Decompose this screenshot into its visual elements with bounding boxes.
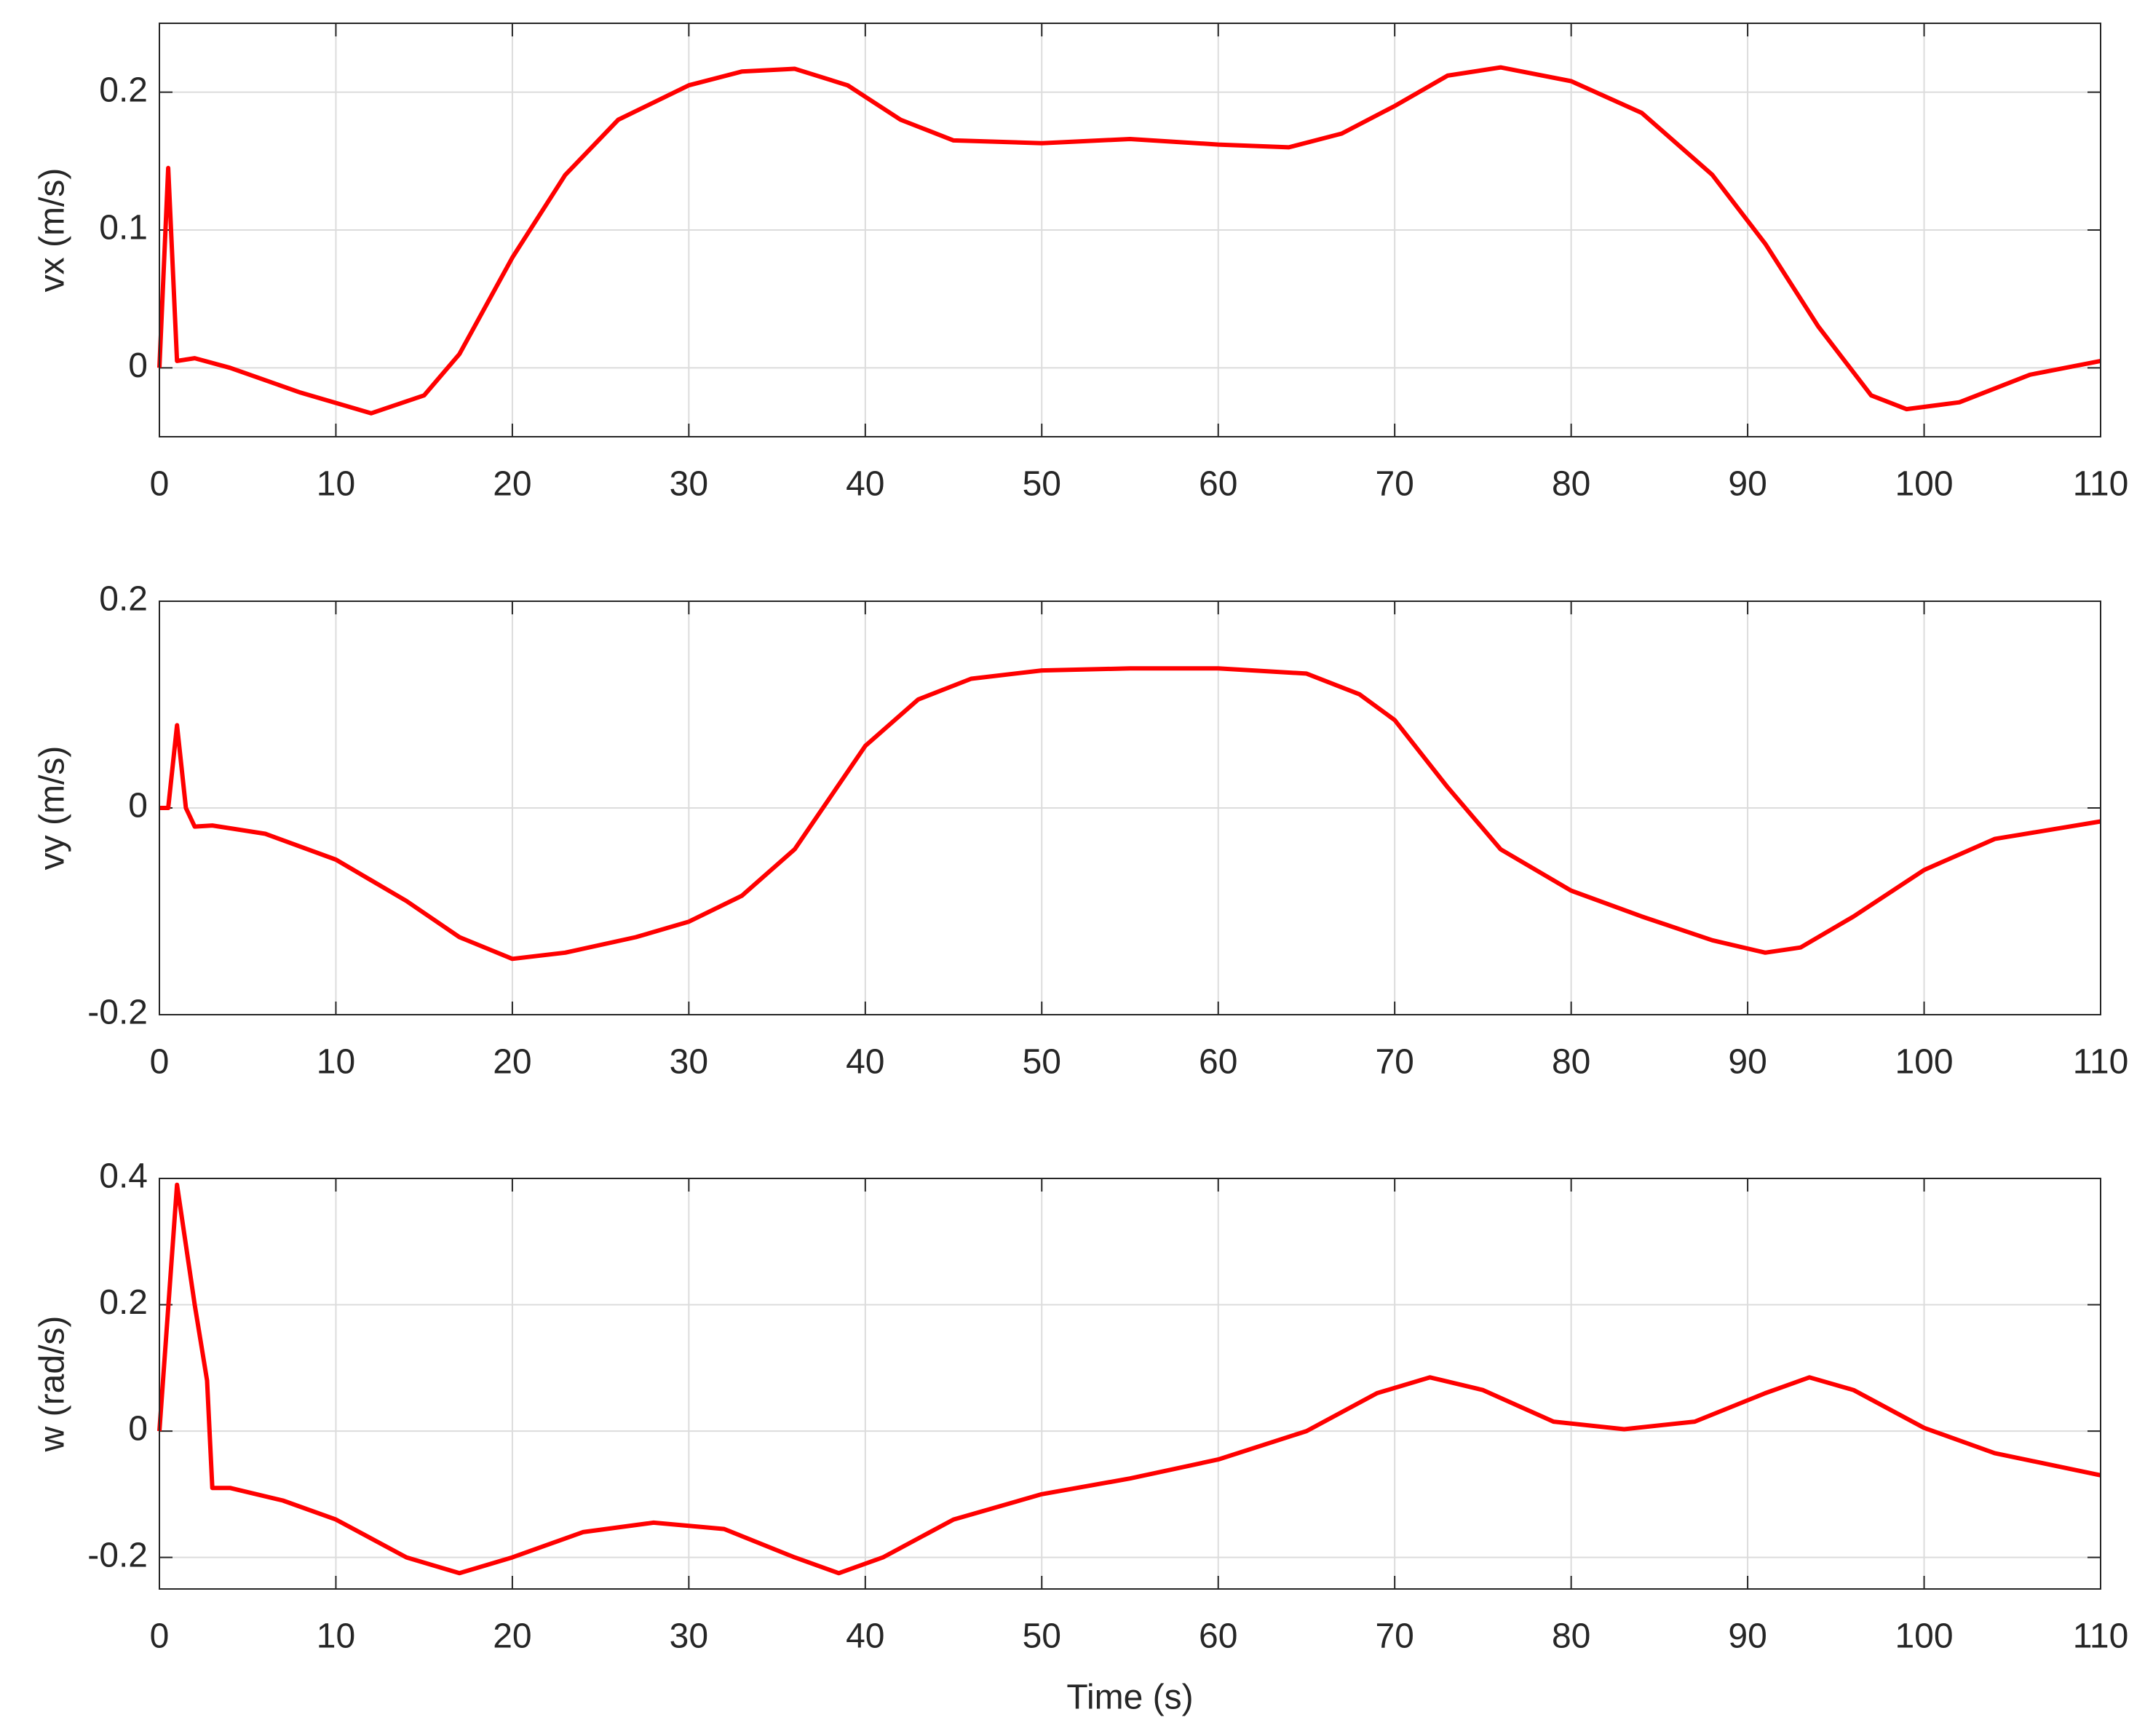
y-axis-label: vy (m/s): [33, 746, 72, 871]
x-tick-label: 110: [2073, 1617, 2129, 1656]
x-tick-label: 80: [1552, 1043, 1590, 1082]
y-tick-label: 0.2: [99, 580, 148, 619]
x-tick-label: 110: [2073, 1043, 2129, 1082]
y-tick-label: 0: [128, 346, 148, 385]
data-line: [157, 1182, 2101, 1576]
x-tick-label: 100: [1895, 465, 1953, 504]
x-tick-label: 60: [1199, 465, 1237, 504]
x-tick-label: 70: [1375, 465, 1413, 504]
y-axis-label: w (rad/s): [33, 1316, 72, 1453]
x-tick-label: 70: [1375, 1617, 1413, 1656]
x-tick-label: 10: [317, 1617, 355, 1656]
x-tick-label: 0: [150, 465, 170, 504]
y-tick-label: 0: [128, 1410, 148, 1448]
x-tick-label: 100: [1895, 1043, 1953, 1082]
y-tick-label: 0: [128, 787, 148, 825]
x-tick-label: 90: [1728, 1043, 1767, 1082]
x-tick-label: 110: [2073, 465, 2129, 504]
x-tick-label: 40: [846, 1617, 884, 1656]
x-tick-label: 10: [317, 465, 355, 504]
x-tick-label: 80: [1552, 465, 1590, 504]
data-line: [159, 666, 2101, 962]
y-tick-label: 0.1: [99, 209, 148, 247]
x-tick-label: 70: [1375, 1043, 1413, 1082]
x-tick-label: 100: [1895, 1617, 1953, 1656]
x-tick-label: 20: [493, 1617, 531, 1656]
y-tick-label: 0.2: [99, 1283, 148, 1322]
x-tick-label: 80: [1552, 1617, 1590, 1656]
y-tick-label: -0.2: [87, 994, 148, 1032]
x-tick-label: 40: [846, 465, 884, 504]
x-tick-label: 50: [1023, 1617, 1061, 1656]
x-tick-label: 30: [670, 1617, 708, 1656]
x-tick-label: 60: [1199, 1043, 1237, 1082]
x-tick-label: 40: [846, 1043, 884, 1082]
x-tick-label: 90: [1728, 1617, 1767, 1656]
axes-box: [159, 23, 2101, 437]
x-tick-label: 50: [1023, 465, 1061, 504]
y-tick-label: 0.4: [99, 1157, 148, 1196]
axes-box: [159, 1178, 2101, 1590]
x-tick-label: 60: [1199, 1617, 1237, 1656]
x-tick-label: 20: [493, 465, 531, 504]
y-tick-label: -0.2: [87, 1536, 148, 1574]
x-tick-label: 30: [670, 1043, 708, 1082]
x-tick-label: 0: [150, 1043, 170, 1082]
y-axis-label: vx (m/s): [33, 168, 72, 293]
y-tick-label: 0.2: [99, 71, 148, 109]
x-tick-label: 90: [1728, 465, 1767, 504]
axes-box: [159, 601, 2101, 1015]
x-axis-label: Time (s): [1066, 1678, 1193, 1717]
data-line: [157, 65, 2101, 416]
x-tick-label: 30: [670, 465, 708, 504]
x-tick-label: 0: [150, 1617, 170, 1656]
x-tick-label: 10: [317, 1043, 355, 1082]
x-tick-label: 20: [493, 1043, 531, 1082]
x-tick-label: 50: [1023, 1043, 1061, 1082]
